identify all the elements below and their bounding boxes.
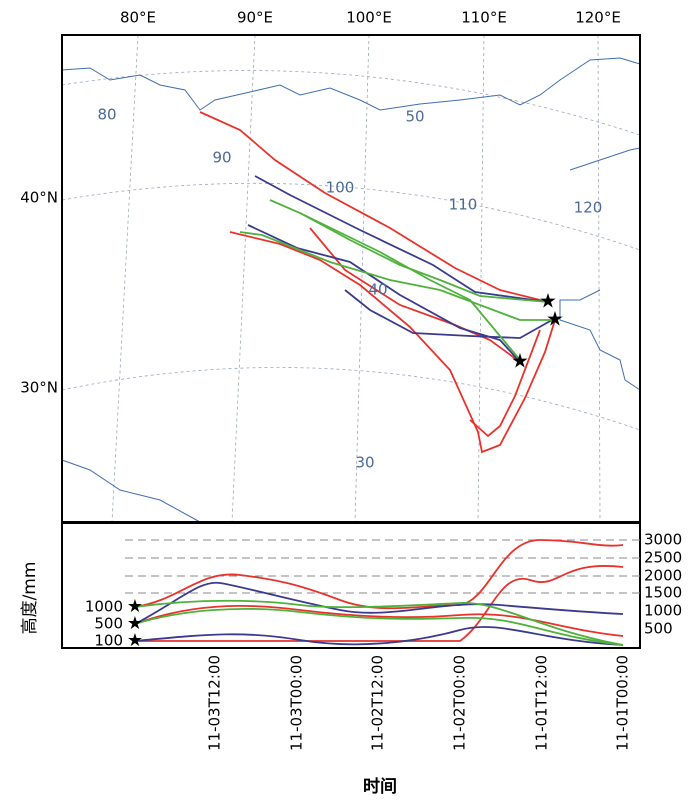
- trajectories: ★ ★ ★: [199, 111, 564, 454]
- lon-label: 80°E: [120, 9, 156, 27]
- contour-label: 50: [405, 108, 424, 126]
- right-tick-label: 3000: [644, 531, 682, 549]
- contour-label: 90: [212, 149, 231, 167]
- svg-text:★: ★: [511, 349, 529, 373]
- y-axis-label: 高度/mm: [20, 562, 40, 635]
- contour-label: 30: [355, 454, 374, 472]
- left-tick-label: 1000: [85, 598, 123, 616]
- svg-text:★: ★: [546, 307, 564, 331]
- time-tick-label: 11-03T00:00: [288, 655, 306, 751]
- right-tick-label: 1000: [644, 602, 682, 620]
- contour-label: 80: [97, 106, 116, 124]
- svg-text:★: ★: [539, 289, 557, 313]
- contour-label: 100: [326, 179, 355, 197]
- svg-text:★: ★: [127, 630, 143, 651]
- time-tick-label: 11-02T00:00: [451, 655, 469, 751]
- left-tick-label: 100: [94, 632, 123, 650]
- right-tick-label: 500: [644, 620, 673, 638]
- time-tick-label: 11-01T00:00: [614, 655, 632, 751]
- right-tick-label: 2500: [644, 549, 682, 567]
- time-tick-label: 11-02T12:00: [369, 655, 387, 751]
- time-tick-label: 11-01T12:00: [533, 655, 551, 751]
- time-tick-label: 11-03T12:00: [206, 655, 224, 751]
- svg-text:★: ★: [127, 596, 143, 617]
- x-axis-label: 时间: [363, 776, 397, 797]
- lat-label: 40°N: [20, 189, 58, 207]
- left-tick-label: 500: [94, 615, 123, 633]
- map-decor: ★ ★ ★ ★ ★ ★: [61, 34, 641, 651]
- lon-label: 90°E: [237, 9, 273, 27]
- lon-label: 100°E: [346, 9, 392, 27]
- height-lines: ★ ★ ★: [127, 539, 624, 651]
- right-tick-label: 2000: [644, 567, 682, 585]
- lon-label: 120°E: [575, 9, 621, 27]
- lon-label: 110°E: [461, 9, 507, 27]
- contour-label: 110: [449, 196, 478, 214]
- right-tick-label: 1500: [644, 584, 682, 602]
- contour-label: 40: [368, 281, 387, 299]
- contour-label: 120: [574, 199, 603, 217]
- lat-label: 30°N: [20, 379, 58, 397]
- svg-text:★: ★: [127, 613, 143, 634]
